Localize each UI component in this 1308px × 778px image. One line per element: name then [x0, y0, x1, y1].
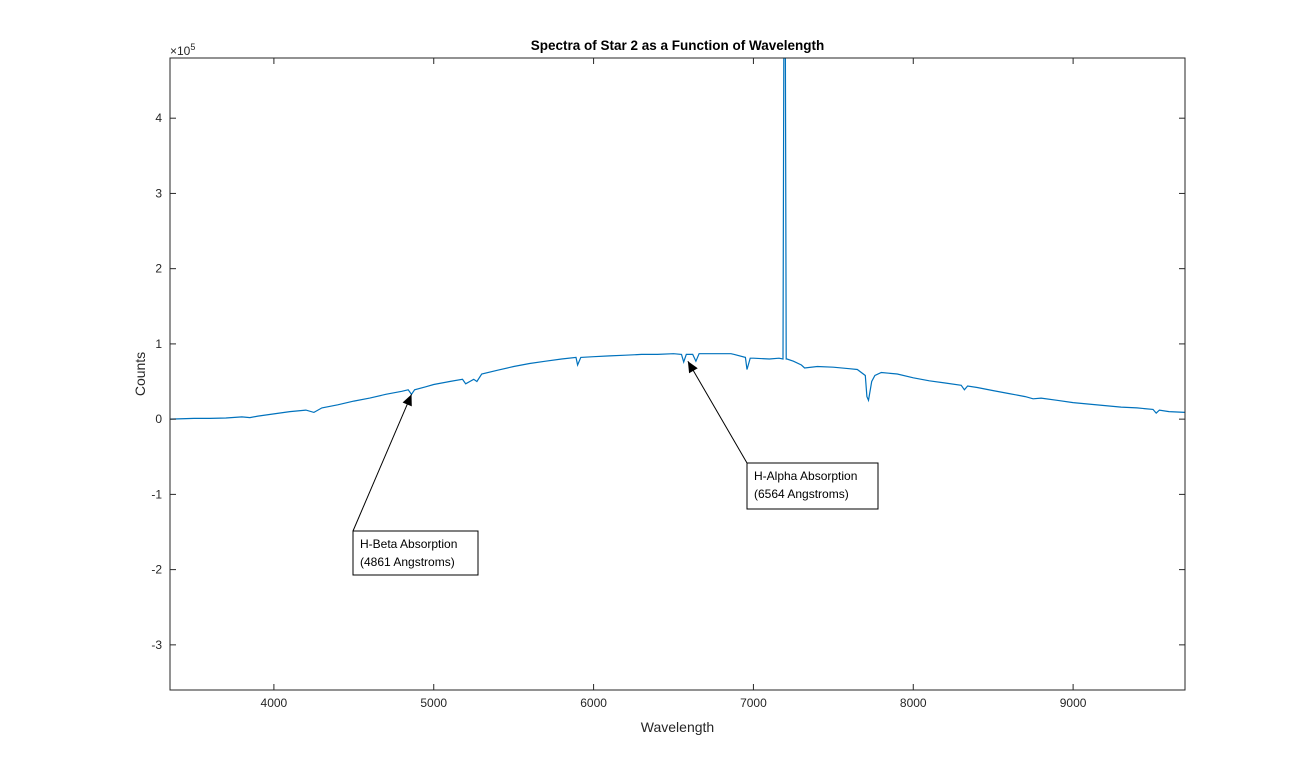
chart-title: Spectra of Star 2 as a Function of Wavel… — [531, 38, 825, 53]
y-tick-label: 2 — [155, 262, 162, 276]
annotation-text: (6564 Angstroms) — [754, 487, 849, 501]
y-tick-label: -2 — [151, 563, 162, 577]
x-axis-label: Wavelength — [641, 719, 714, 735]
y-tick-label: 3 — [155, 186, 162, 200]
y-exponent-power: 5 — [190, 42, 195, 52]
spectrum-line — [170, 58, 1185, 420]
y-exponent-base: ×10 — [170, 44, 191, 58]
annotation-text: H-Beta Absorption — [360, 537, 457, 551]
h-beta-annotation-box — [352, 530, 479, 576]
h-alpha-annotation-box — [746, 462, 879, 510]
x-tick-label: 6000 — [580, 696, 607, 710]
x-tick-label: 8000 — [900, 696, 927, 710]
y-tick-label: 0 — [155, 412, 162, 426]
h-alpha-arrow-head — [687, 361, 698, 374]
annotation-text: (4861 Angstroms) — [360, 555, 455, 569]
h-beta-arrow-head — [402, 394, 412, 407]
axes-box — [169, 57, 1186, 691]
y-tick-label: 4 — [155, 111, 162, 125]
y-tick-label: 1 — [155, 337, 162, 351]
h-alpha-arrow — [687, 360, 748, 464]
y-tick-label: -1 — [151, 487, 162, 501]
x-tick-label: 5000 — [420, 696, 447, 710]
annotation-text: H-Alpha Absorption — [754, 469, 857, 483]
x-tick-label: 4000 — [261, 696, 288, 710]
x-tick-label: 7000 — [740, 696, 767, 710]
y-axis-label: Counts — [132, 352, 148, 396]
y-tick-label: -3 — [151, 638, 162, 652]
h-beta-arrow — [352, 394, 412, 532]
x-tick-label: 9000 — [1060, 696, 1087, 710]
y-axis-exponent: ×105 — [170, 42, 195, 58]
